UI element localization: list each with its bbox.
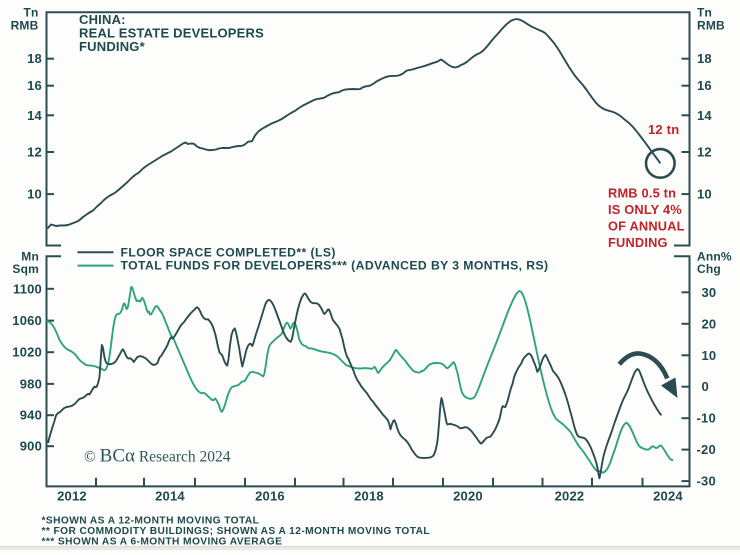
- svg-text:0: 0: [702, 379, 709, 394]
- svg-text:Chg: Chg: [697, 262, 721, 276]
- svg-text:12: 12: [697, 145, 712, 160]
- svg-text:FLOOR SPACE COMPLETED** (LS): FLOOR SPACE COMPLETED** (LS): [121, 245, 336, 259]
- svg-text:RMB: RMB: [697, 19, 725, 33]
- svg-text:-10: -10: [697, 411, 716, 426]
- svg-text:10: 10: [702, 348, 717, 363]
- svg-text:14: 14: [697, 108, 712, 123]
- svg-text:980: 980: [20, 376, 42, 391]
- svg-text:© BCα Research 2024: © BCα Research 2024: [84, 446, 231, 467]
- svg-text:2014: 2014: [155, 489, 185, 504]
- svg-text:Tn: Tn: [23, 5, 38, 19]
- svg-text:18: 18: [697, 51, 712, 66]
- svg-text:12 tn: 12 tn: [648, 122, 679, 137]
- svg-text:-30: -30: [697, 474, 716, 489]
- svg-text:1060: 1060: [12, 313, 42, 328]
- svg-text:2012: 2012: [57, 489, 87, 504]
- svg-text:10: 10: [27, 187, 42, 202]
- svg-text:2022: 2022: [555, 489, 585, 504]
- svg-text:Sqm: Sqm: [12, 262, 39, 276]
- svg-text:1100: 1100: [13, 281, 42, 296]
- svg-text:RMB: RMB: [11, 19, 39, 33]
- svg-text:10: 10: [697, 187, 712, 202]
- svg-text:IS ONLY 4%: IS ONLY 4%: [608, 202, 682, 217]
- svg-text:Tn: Tn: [697, 5, 712, 19]
- svg-text:14: 14: [27, 108, 42, 123]
- svg-text:*** SHOWN AS A 6-MONTH MOVING: *** SHOWN AS A 6-MONTH MOVING AVERAGE: [42, 537, 283, 548]
- svg-text:16: 16: [27, 78, 42, 93]
- svg-text:20: 20: [702, 316, 717, 331]
- svg-text:18: 18: [27, 51, 42, 66]
- svg-text:TOTAL FUNDS FOR DEVELOPERS***: TOTAL FUNDS FOR DEVELOPERS*** (ADVANCED …: [121, 259, 549, 273]
- svg-text:Mn: Mn: [21, 249, 39, 263]
- svg-text:CHINA:: CHINA:: [79, 12, 126, 27]
- svg-text:2018: 2018: [354, 489, 384, 504]
- svg-text:Ann%: Ann%: [697, 249, 732, 263]
- svg-text:** FOR COMMODITY BUILDINGS; SH: ** FOR COMMODITY BUILDINGS; SHOWN AS A 1…: [42, 526, 431, 537]
- svg-text:2016: 2016: [255, 489, 285, 504]
- svg-text:1020: 1020: [12, 345, 42, 360]
- svg-text:FUNDING: FUNDING: [608, 235, 668, 250]
- svg-text:FUNDING*: FUNDING*: [79, 39, 146, 54]
- svg-text:2024: 2024: [653, 489, 683, 504]
- svg-text:940: 940: [20, 408, 42, 423]
- svg-text:16: 16: [697, 78, 712, 93]
- svg-text:900: 900: [20, 439, 42, 454]
- svg-text:*SHOWN AS A 12-MONTH MOVING TO: *SHOWN AS A 12-MONTH MOVING TOTAL: [42, 515, 260, 526]
- svg-text:REAL ESTATE DEVELOPERS: REAL ESTATE DEVELOPERS: [79, 26, 264, 41]
- svg-text:30: 30: [702, 285, 717, 300]
- svg-text:12: 12: [27, 145, 42, 160]
- svg-text:2020: 2020: [453, 489, 483, 504]
- svg-text:-20: -20: [697, 442, 716, 457]
- svg-text:OF ANNUAL: OF ANNUAL: [608, 219, 685, 234]
- svg-text:RMB 0.5 tn: RMB 0.5 tn: [608, 186, 676, 201]
